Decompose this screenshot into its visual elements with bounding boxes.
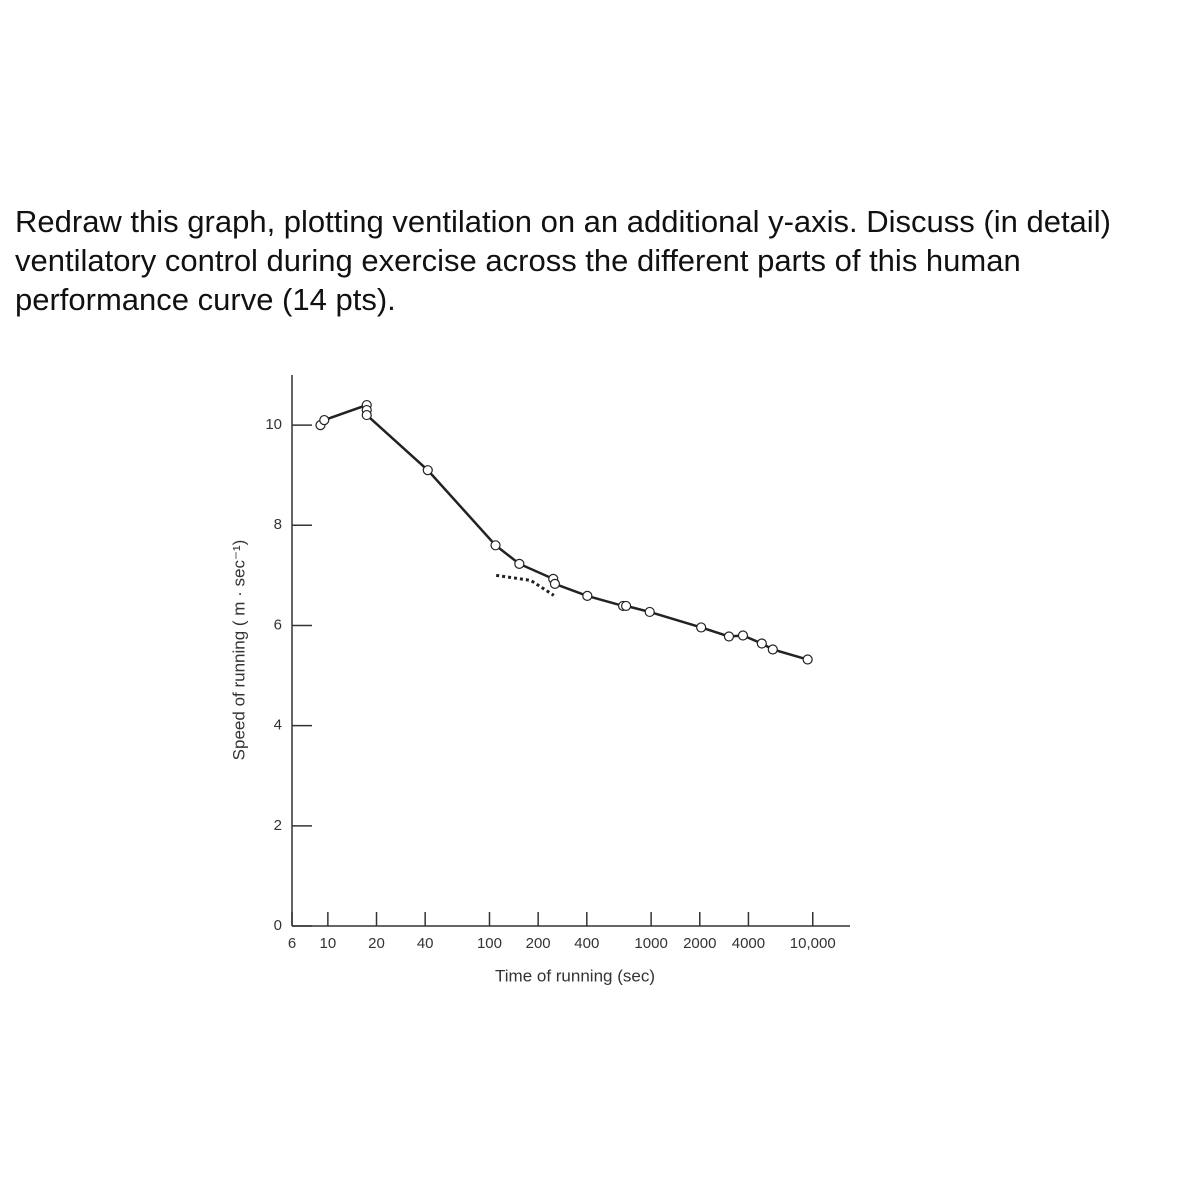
x-tick-label: 1000 [634,935,667,952]
x-tick-label: 4000 [732,935,765,952]
data-point [361,409,372,421]
x-tick-label: 100 [477,935,502,952]
data-point [696,622,707,633]
data-point [582,590,593,602]
data-point [756,638,767,649]
data-point [802,654,813,665]
line [319,403,809,661]
dotted-line [495,573,555,597]
y-tick-label: 8 [274,516,282,533]
y-tick-label: 10 [265,416,282,433]
x-tick-label: 400 [574,935,599,952]
data-point [422,465,433,476]
y-axis-label: Speed of running ( m · sec⁻¹) [229,540,248,761]
data-point [723,631,735,642]
y-tick-label: 4 [274,717,282,734]
question-text: Redraw this graph, plotting ventilation … [15,204,1111,317]
y-tick-label: 6 [274,616,282,633]
x-tick-label: 2000 [683,935,716,952]
x-tick-label: 200 [526,935,551,952]
x-tick-label: 6 [288,935,296,952]
x-tick-label: 20 [368,935,385,952]
x-tick-label: 40 [417,935,434,952]
x-axis-label: Time of running (sec) [495,966,655,985]
data-point [514,558,525,569]
y-tick-label: 2 [274,817,282,834]
data-point [644,606,655,618]
data-point [620,600,632,612]
data-point [490,540,501,551]
x-tick-label: 10,000 [790,935,836,952]
y-tick-label: 0 [274,917,282,934]
data-point [737,630,749,641]
x-tick-label: 10 [320,935,337,952]
data-point [549,578,561,589]
data-point [767,644,778,655]
data-point [319,414,330,426]
